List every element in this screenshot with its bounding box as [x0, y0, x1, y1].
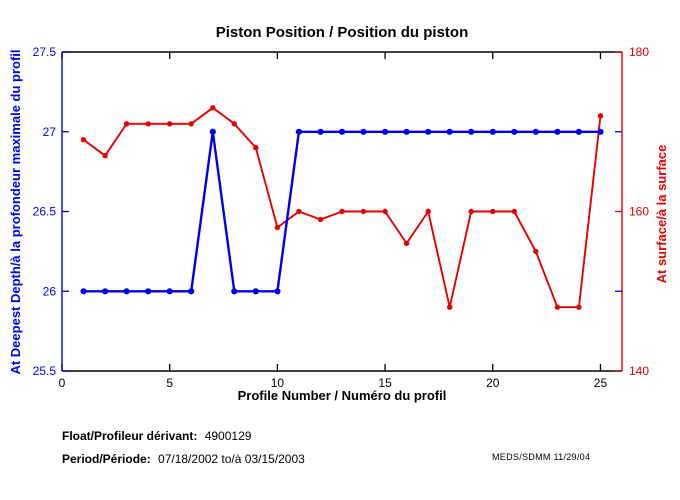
series-surface-point: [123, 121, 130, 127]
series-surface-point: [533, 248, 539, 255]
footer-float-line: Float/Profileur dérivant: 4900129: [62, 429, 251, 443]
right-tick-label: 140: [629, 364, 649, 378]
series-surface-point: [425, 208, 431, 215]
left-tick-label: 27.5: [33, 45, 57, 59]
series-surface-point: [403, 240, 410, 247]
series-surface-point: [554, 304, 561, 310]
footer-period-line: Period/Période: 07/18/2002 to/à 03/15/20…: [62, 452, 305, 466]
series-deepest-point: [360, 128, 367, 135]
series-deepest-point: [338, 128, 346, 135]
series-deepest-point: [489, 128, 496, 135]
series-surface-point: [339, 208, 345, 215]
series-deepest-point: [317, 128, 324, 135]
series-surface-point: [597, 113, 604, 119]
series-deepest-point: [446, 128, 453, 135]
series-surface-point: [360, 208, 367, 215]
left-tick-label: 26: [43, 284, 57, 298]
x-tick-label: 5: [166, 376, 173, 390]
y-right-axis-label: At surface/à la surface: [654, 144, 669, 284]
series-deepest-point: [209, 128, 216, 135]
x-axis-label: Profile Number / Numéro du profil: [237, 388, 447, 403]
series-deepest-point: [145, 288, 152, 295]
period-label: Period/Période:: [62, 452, 151, 466]
series-surface-point: [576, 304, 582, 310]
x-tick-label: 15: [378, 376, 392, 390]
series-deepest-point: [468, 128, 475, 135]
series-surface-point: [210, 105, 216, 111]
series-surface-point: [231, 121, 237, 127]
series-surface-point: [317, 216, 324, 223]
series-deepest-point: [425, 128, 432, 135]
x-tick-label: 0: [59, 376, 66, 390]
series-surface-point: [296, 208, 302, 215]
right-tick-label: 180: [629, 45, 649, 59]
series-surface-point: [511, 208, 517, 215]
series-deepest-point: [532, 128, 539, 135]
series-deepest-point: [80, 288, 87, 295]
series-deepest-point: [554, 128, 561, 135]
series-deepest-point: [575, 128, 583, 135]
series-deepest-point: [295, 128, 302, 135]
series-surface-point: [102, 153, 108, 159]
left-tick-label: 26.5: [33, 205, 57, 219]
x-tick-label: 10: [271, 376, 285, 390]
left-tick-label: 27: [43, 125, 57, 139]
series-surface-point: [490, 208, 496, 215]
series-surface-point: [167, 121, 173, 127]
series-deepest-point: [123, 288, 130, 295]
y-left-axis-label: At Deepest Depth/à la profondeur maximal…: [8, 49, 23, 375]
x-tick-label: 20: [486, 376, 500, 390]
series-surface-point: [188, 121, 194, 127]
left-tick-label: 25.5: [33, 364, 57, 378]
series-surface-line: [82, 106, 602, 309]
chart-title: Piston Position / Position du piston: [215, 24, 469, 41]
right-tick-label: 160: [629, 205, 649, 219]
series-surface-point: [468, 208, 474, 215]
series-deepest-point: [274, 288, 281, 295]
series-deepest-point: [252, 288, 259, 295]
series-deepest-point: [188, 288, 195, 295]
series-surface-point: [274, 224, 281, 231]
series-deepest-point: [597, 128, 604, 135]
series-deepest-point: [231, 288, 238, 295]
series-surface-point: [382, 208, 388, 215]
credit-note: MEDS/SDMM 11/29/04: [492, 452, 591, 462]
x-tick-label: 25: [594, 376, 608, 390]
period-value: 07/18/2002 to/à 03/15/2003: [158, 452, 305, 466]
series-deepest-point: [102, 288, 109, 295]
series-deepest-point: [403, 128, 410, 135]
series-surface-point: [447, 304, 453, 310]
series-deepest-point: [382, 128, 389, 135]
series-surface-point: [253, 145, 259, 151]
series-surface-point: [145, 121, 151, 127]
chart-canvas: 0 5 10 15 20 25 25.5 26 26.5 27 27.5 140 160 180: [33, 45, 650, 390]
series-surface-point: [80, 137, 87, 143]
float-label: Float/Profileur dérivant:: [62, 429, 198, 443]
series-deepest-point: [511, 128, 518, 135]
series-deepest-point: [166, 288, 173, 295]
float-value: 4900129: [204, 429, 252, 443]
